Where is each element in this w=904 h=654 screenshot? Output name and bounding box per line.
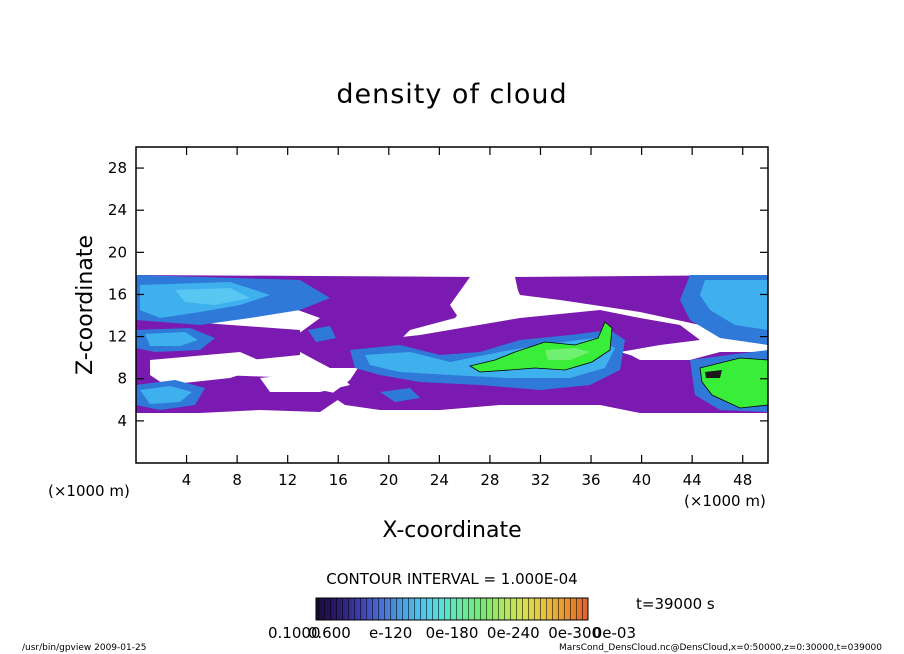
plot-frame — [135, 146, 769, 464]
colorbar-frame — [315, 597, 589, 621]
y-tick-label: 16 — [108, 285, 127, 303]
field-dark-spot-right — [705, 370, 722, 378]
colorbar-label: 0e-180 — [426, 624, 479, 642]
field-green-core-right — [699, 357, 768, 409]
y-tick-label: 12 — [108, 328, 127, 346]
colorbar — [315, 597, 589, 621]
gap-left — [150, 352, 270, 385]
time-label: t=39000 s — [636, 595, 715, 613]
colorbar-label: 0.1000 — [268, 624, 321, 642]
x-unit-left: (×1000 m) — [48, 482, 130, 500]
field-cyan-right-top — [700, 280, 768, 330]
x-tick-label: 24 — [430, 471, 449, 489]
x-tick-label: 12 — [278, 471, 297, 489]
gap-mid-low — [260, 370, 350, 392]
y-tick-label: 4 — [117, 412, 127, 430]
x-tick-label: 28 — [480, 471, 499, 489]
field-purple-right-low — [620, 368, 700, 402]
field-cyan-lighter — [175, 288, 250, 305]
x-tick-label: 8 — [232, 471, 242, 489]
colorbar-label: 0e-300 — [548, 624, 601, 642]
colorbar-label: 0e-03 — [593, 624, 636, 642]
x-tick-label: 36 — [581, 471, 600, 489]
x-tick-label: 4 — [182, 471, 192, 489]
footer-right: MarsCond_DensCloud.nc@DensCloud,x=0:5000… — [559, 643, 882, 653]
x-ticks: 4 8 12 16 20 24 28 32 36 40 44 48 — [182, 147, 752, 489]
y-tick-label: 20 — [108, 243, 127, 261]
cloud-field — [136, 275, 768, 413]
gap-mid — [450, 277, 520, 320]
footer-left: /usr/bin/gpview 2009-01-25 — [22, 643, 146, 653]
contour-interval: CONTOUR INTERVAL = 1.000E-04 — [326, 570, 577, 588]
x-unit-right: (×1000 m) — [684, 492, 766, 510]
x-tick-label: 32 — [531, 471, 550, 489]
x-tick-label: 48 — [733, 471, 752, 489]
field-green-core-mid — [468, 321, 613, 373]
y-axis-label: Z-coordinate — [73, 235, 98, 375]
field-blue-spot-1 — [308, 326, 336, 342]
y-tick-label: 24 — [108, 201, 127, 219]
x-axis-label: X-coordinate — [382, 518, 521, 543]
colorbar-label: 0.600 — [308, 624, 351, 642]
gap-right-mid — [625, 342, 720, 360]
x-tick-label: 40 — [632, 471, 651, 489]
chart-title: density of cloud — [336, 79, 567, 110]
colorbar-stripes — [316, 598, 588, 620]
x-tick-label: 20 — [379, 471, 398, 489]
field-cyan-left-mid — [145, 332, 198, 346]
field-cyan-left-low — [140, 386, 192, 404]
colorbar-label: e-120 — [369, 624, 412, 642]
colorbar-label: 0e-240 — [487, 624, 540, 642]
x-tick-label: 44 — [683, 471, 702, 489]
y-tick-label: 28 — [108, 159, 127, 177]
y-ticks: 4 8 12 16 20 24 28 — [108, 159, 768, 430]
field-green-light-mid — [545, 348, 590, 360]
field-blue-spot-2 — [380, 388, 420, 402]
x-tick-label: 16 — [329, 471, 348, 489]
y-tick-label: 8 — [117, 370, 127, 388]
